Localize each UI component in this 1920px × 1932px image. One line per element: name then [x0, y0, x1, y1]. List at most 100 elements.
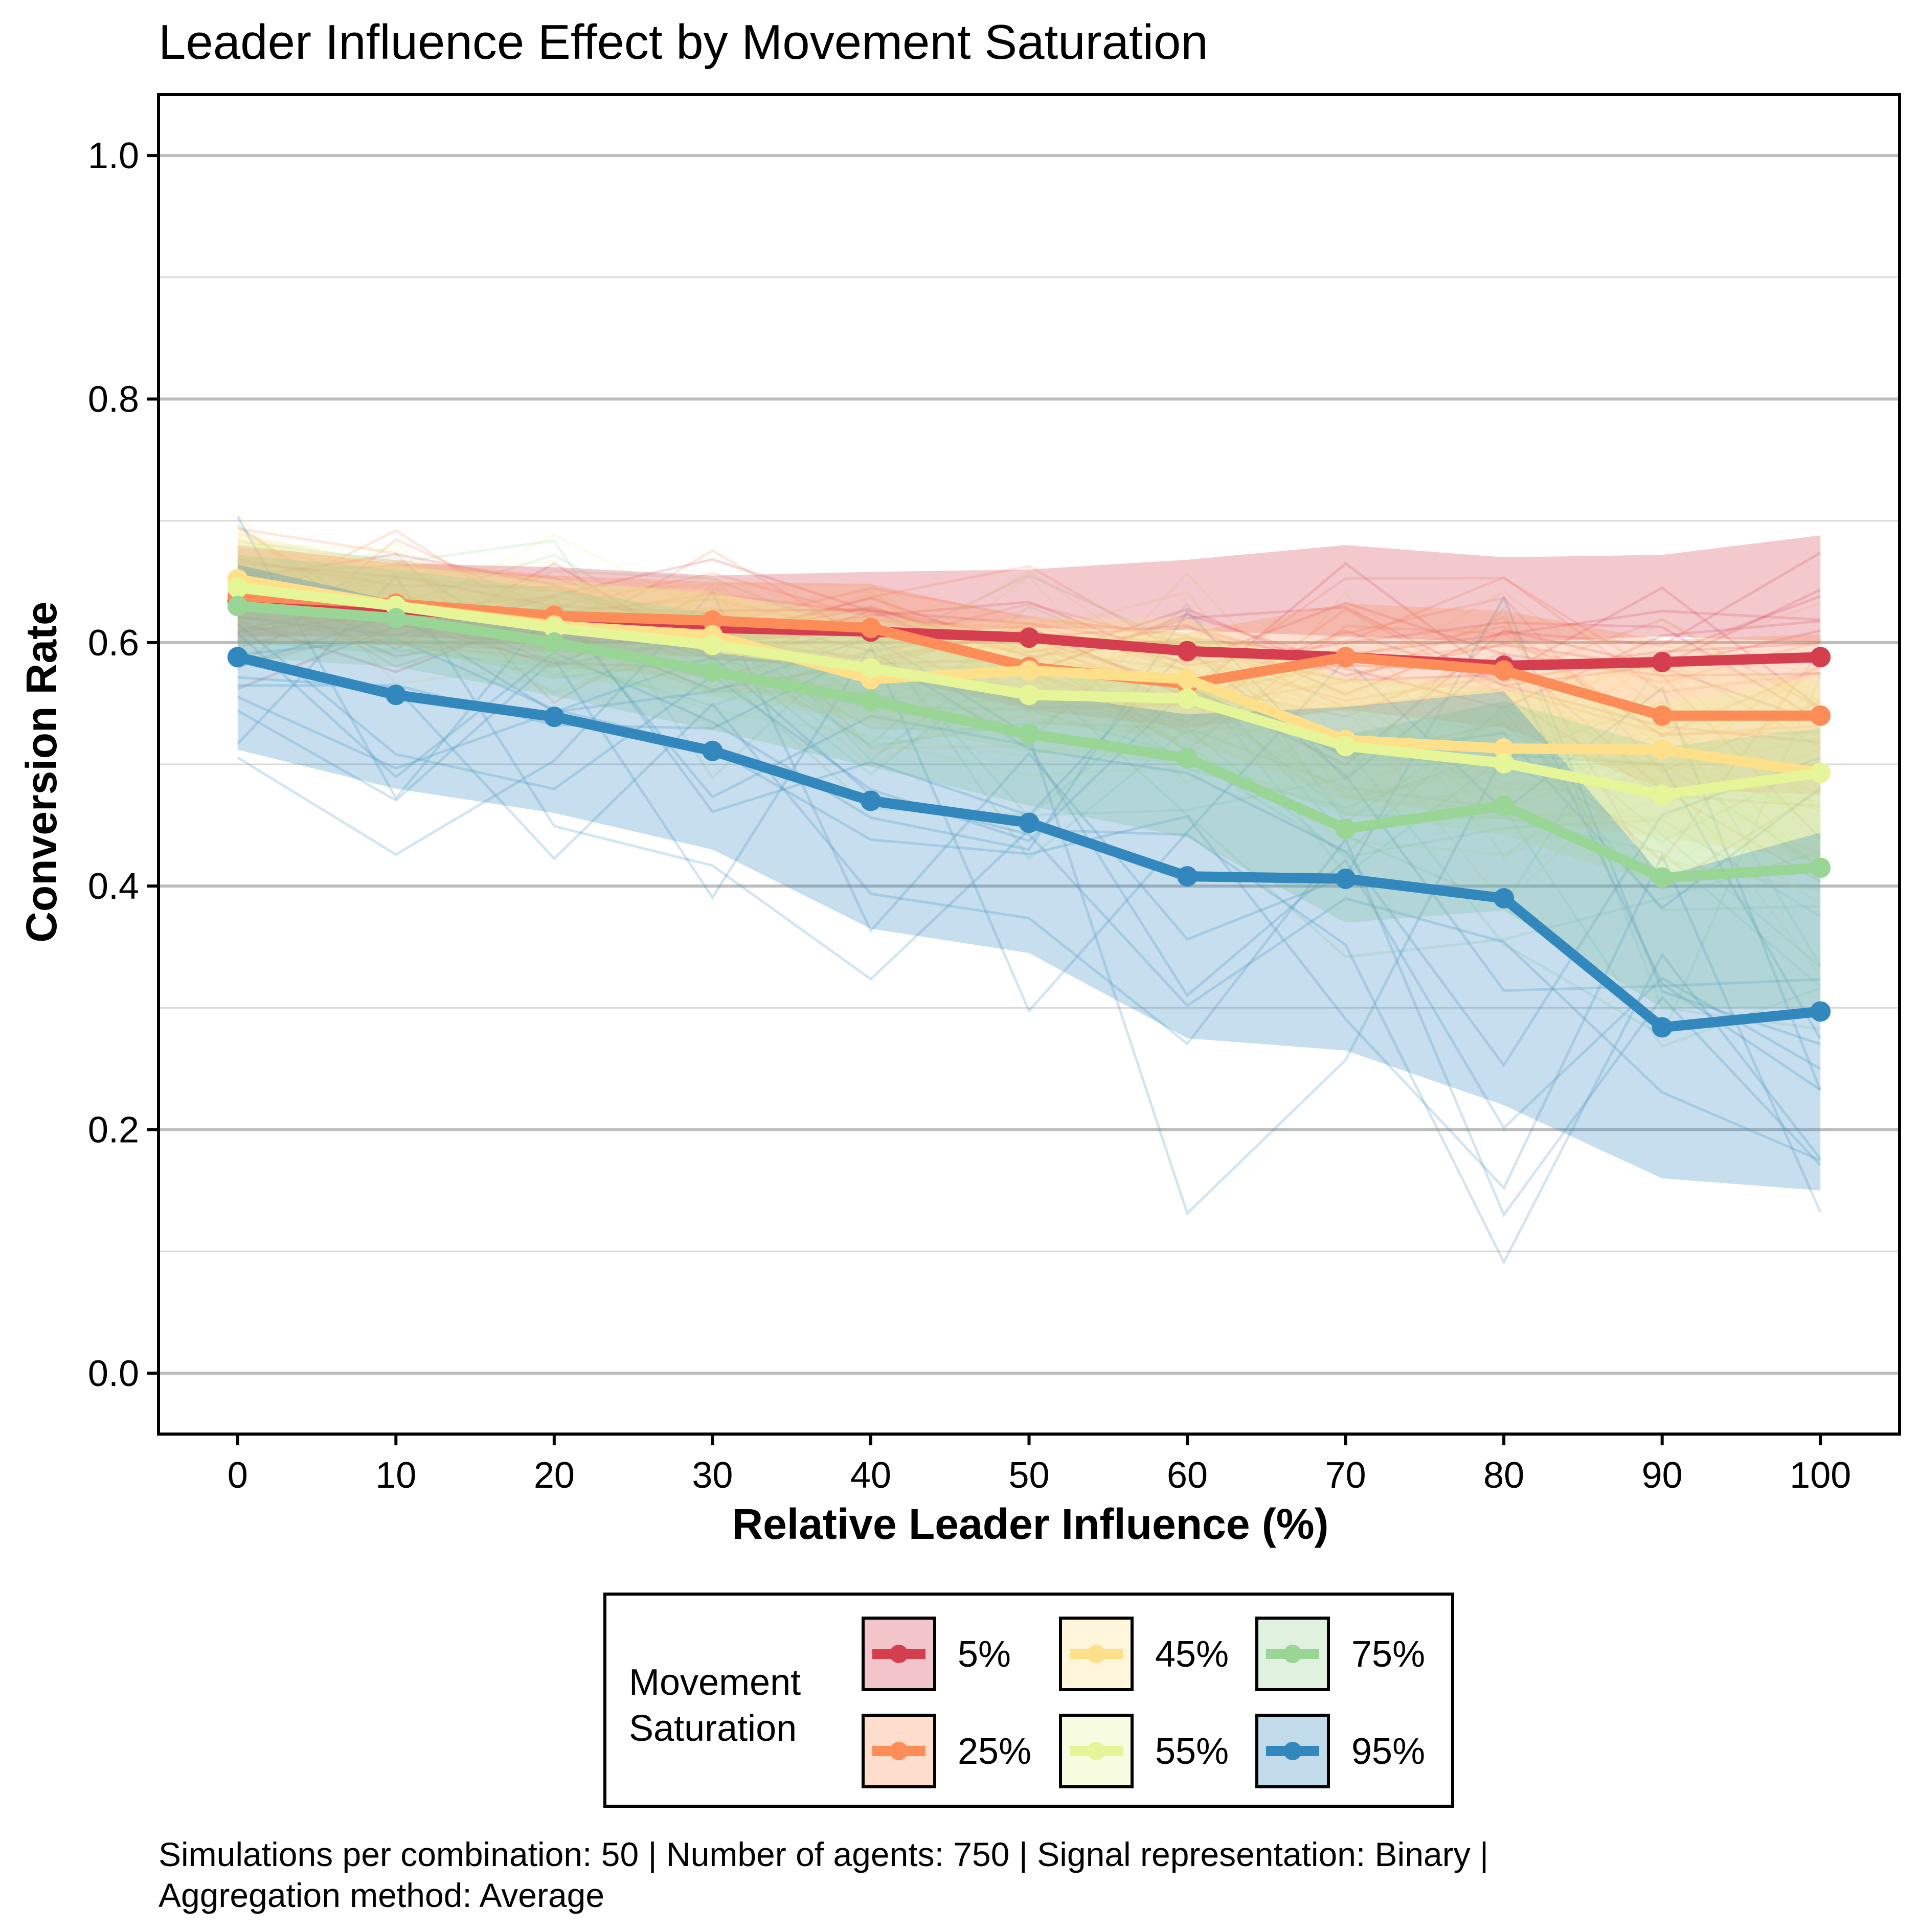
point-75%-10 [386, 608, 406, 629]
point-55%-90 [1652, 784, 1673, 805]
y-tick-label-0: 0.0 [88, 1353, 139, 1394]
legend-item-95%: 95% [1255, 1714, 1425, 1788]
run-line-3-5 [237, 533, 1821, 810]
legend-label-75%: 75% [1351, 1634, 1425, 1675]
y-axis-title: Conversion Rate [17, 601, 65, 943]
run-line-5-7 [237, 623, 1821, 910]
x-tick-label-1: 10 [375, 1455, 416, 1496]
point-75%-60 [1177, 748, 1198, 769]
point-95%-10 [386, 685, 406, 706]
axes: 0.0 0.2 0.4 0.6 0.8 1.0 0 10 20 30 40 50 60 70 80 90 100 [88, 93, 1901, 1496]
run-line-5-2 [237, 609, 1821, 1091]
y-tick-label-5: 1.0 [88, 135, 139, 176]
point-95%-0 [227, 647, 248, 668]
x-tick-label-6: 60 [1167, 1455, 1208, 1496]
point-75%-70 [1335, 819, 1356, 839]
legend-item-75%: 75% [1255, 1617, 1425, 1691]
legend-label-95%: 95% [1351, 1731, 1425, 1772]
x-tick-label-5: 50 [1008, 1455, 1049, 1496]
point-55%-40 [860, 657, 881, 678]
caption-line-2: Aggregation method: Average [159, 1876, 604, 1914]
point-95%-50 [1019, 812, 1040, 833]
x-axis-title: Relative Leader Influence (%) [732, 1500, 1328, 1548]
run-line-3-8 [237, 583, 1821, 772]
x-tick-label-4: 40 [850, 1455, 891, 1496]
legend-key-point-95% [1283, 1742, 1302, 1760]
legend-key-point-75% [1283, 1645, 1302, 1663]
run-line-0-7 [237, 558, 1821, 710]
point-55%-0 [227, 577, 248, 598]
run-line-3-1 [237, 634, 1821, 856]
point-95%-80 [1494, 888, 1515, 908]
point-55%-70 [1335, 736, 1356, 757]
x-tick-label-2: 20 [534, 1455, 575, 1496]
legend-key-point-25% [890, 1742, 908, 1760]
legend-key-point-5% [890, 1645, 908, 1663]
point-5%-60 [1177, 641, 1198, 662]
point-25%-40 [860, 618, 881, 639]
point-95%-100 [1810, 1001, 1831, 1022]
y-tick-label-4: 0.8 [88, 379, 139, 420]
point-75%-50 [1019, 723, 1040, 744]
run-line-1-2 [237, 564, 1821, 774]
point-75%-0 [227, 596, 248, 617]
point-75%-90 [1652, 867, 1673, 888]
point-75%-40 [860, 691, 881, 712]
run-line-3-7 [237, 585, 1821, 808]
point-5%-90 [1652, 651, 1673, 672]
y-tick-label-1: 0.2 [88, 1110, 139, 1151]
x-tick-label-8: 80 [1483, 1455, 1524, 1496]
band-95% [237, 564, 1821, 1191]
run-line-4-10 [237, 553, 1822, 966]
legend-items: 5% 25% 45% 55% 75% 95% [862, 1617, 1425, 1788]
point-5%-50 [1019, 627, 1040, 648]
legend-item-55%: 55% [1059, 1714, 1229, 1788]
point-25%-80 [1494, 660, 1515, 681]
legend-title-line-2: Saturation [629, 1708, 797, 1749]
x-tick-label-0: 0 [228, 1455, 248, 1496]
run-line-0-5 [237, 553, 1821, 722]
legend-label-25%: 25% [958, 1731, 1031, 1772]
point-45%-80 [1494, 738, 1515, 759]
y-tick-label-2: 0.4 [88, 866, 139, 907]
point-95%-90 [1652, 1017, 1673, 1038]
point-95%-70 [1335, 868, 1356, 889]
run-line-5-0 [237, 612, 1821, 1162]
legend-item-45%: 45% [1059, 1617, 1229, 1691]
run-line-5-8 [237, 589, 1821, 1045]
run-line-3-6 [237, 560, 1821, 857]
point-55%-50 [1019, 685, 1040, 706]
point-45%-60 [1177, 669, 1198, 690]
point-95%-60 [1177, 866, 1198, 887]
legend: Movement Saturation 5% 25% 45% 55% 75% 95% [603, 1593, 1454, 1808]
run-line-3-2 [237, 582, 1821, 831]
point-45%-50 [1019, 660, 1040, 681]
point-75%-30 [702, 661, 723, 682]
x-tick-label-10: 100 [1790, 1455, 1851, 1496]
point-45%-90 [1652, 739, 1673, 760]
legend-item-25%: 25% [862, 1714, 1031, 1788]
run-line-4-2 [237, 576, 1821, 1048]
point-75%-100 [1810, 857, 1831, 878]
point-25%-90 [1652, 705, 1673, 726]
point-95%-40 [860, 790, 881, 811]
series-lines [227, 569, 1831, 1038]
point-55%-20 [544, 618, 564, 639]
caption-line-1: Simulations per combination: 50 | Number… [159, 1835, 1488, 1873]
legend-item-5%: 5% [862, 1617, 1011, 1691]
point-25%-70 [1335, 647, 1356, 668]
x-tick-label-9: 90 [1642, 1455, 1683, 1496]
run-line-4-7 [237, 539, 1821, 844]
point-55%-30 [702, 634, 723, 655]
run-line-5-6 [237, 638, 1822, 1213]
point-55%-60 [1177, 688, 1198, 709]
point-95%-20 [544, 707, 564, 728]
run-line-1-0 [237, 529, 1821, 735]
x-tick-label-3: 30 [692, 1455, 733, 1496]
point-75%-20 [544, 632, 564, 653]
point-75%-80 [1494, 795, 1515, 816]
band-75% [237, 555, 1821, 1008]
legend-label-55%: 55% [1155, 1731, 1229, 1772]
chart-title: Leader Influence Effect by Movement Satu… [159, 15, 1208, 70]
